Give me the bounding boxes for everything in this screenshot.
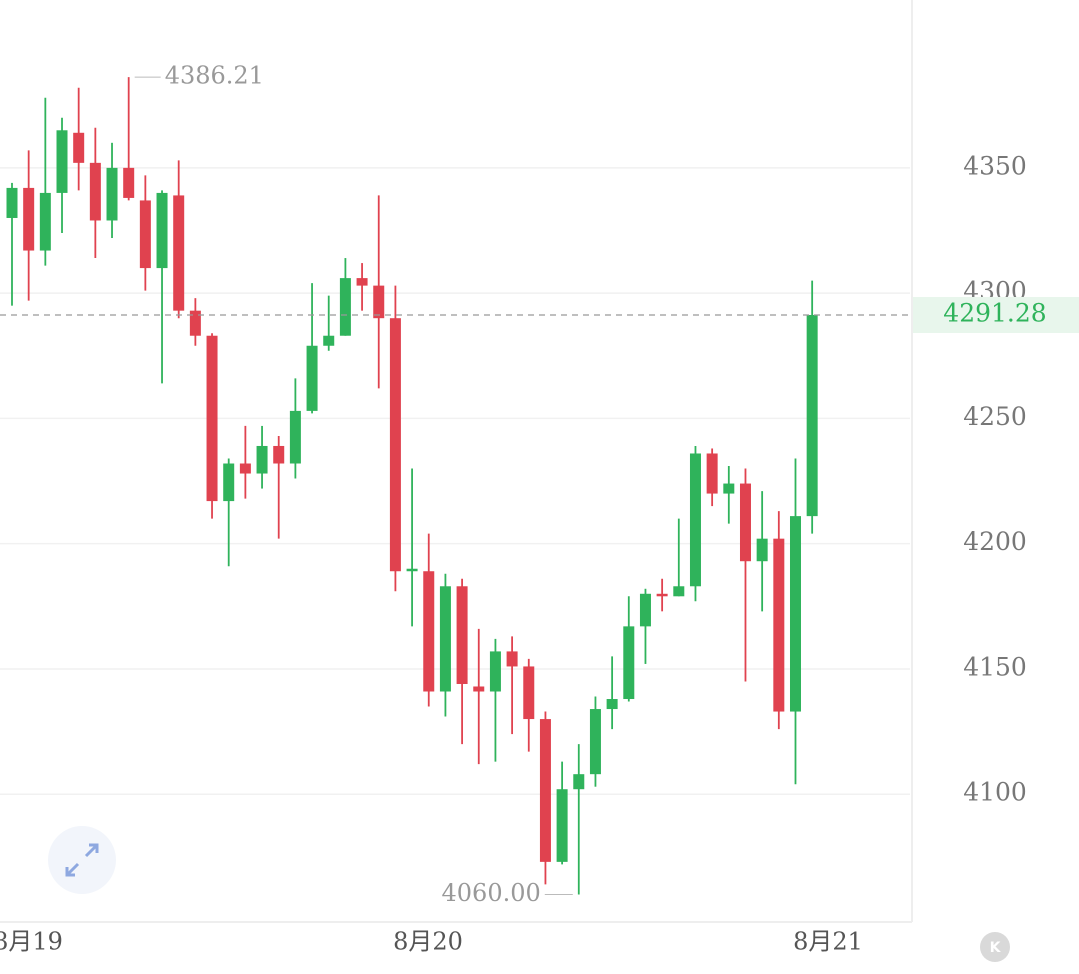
candle-body bbox=[139, 200, 151, 269]
candle-body bbox=[273, 445, 285, 464]
candle-body bbox=[639, 593, 651, 627]
last-price-label: 4291.28 bbox=[943, 298, 1046, 327]
candle-body bbox=[373, 285, 385, 319]
candle-body bbox=[323, 335, 335, 346]
candle-body bbox=[673, 586, 685, 597]
candle-body bbox=[389, 318, 401, 572]
candle-body bbox=[489, 651, 501, 692]
candle-body bbox=[306, 345, 318, 411]
candle-body bbox=[6, 187, 18, 218]
candle-body bbox=[206, 335, 218, 502]
candle-body bbox=[539, 719, 551, 862]
candle-body bbox=[623, 626, 635, 700]
candle-body bbox=[173, 195, 185, 311]
candle-body bbox=[406, 568, 418, 572]
x-label: 8月20 bbox=[393, 928, 463, 956]
candle-body bbox=[289, 410, 301, 464]
candle-body bbox=[739, 483, 751, 562]
candle-body bbox=[156, 192, 168, 269]
candle-body bbox=[239, 463, 251, 474]
y-tick-label: 4350 bbox=[963, 151, 1027, 180]
y-tick-label: 4150 bbox=[963, 652, 1027, 681]
candle-body bbox=[773, 538, 785, 712]
last-price-box bbox=[913, 296, 1079, 333]
candle-body bbox=[706, 453, 718, 494]
candle-body bbox=[573, 774, 585, 790]
candle-body bbox=[439, 586, 451, 692]
candle-body bbox=[339, 278, 351, 336]
candle-body bbox=[606, 699, 618, 710]
k-button-label: K bbox=[990, 940, 1002, 956]
candle-body bbox=[39, 192, 51, 251]
candle-body bbox=[556, 789, 568, 862]
candle-body bbox=[73, 132, 85, 163]
candle-body bbox=[473, 686, 485, 692]
candle-body bbox=[723, 483, 735, 494]
candle-body bbox=[506, 651, 518, 667]
candle-body bbox=[56, 130, 68, 193]
y-tick-label: 4200 bbox=[963, 527, 1027, 556]
candle-body bbox=[223, 463, 235, 502]
x-label: 8月21 bbox=[793, 928, 863, 956]
low-label: 4060.00 bbox=[442, 879, 541, 907]
candle-body bbox=[523, 666, 535, 720]
candle-body bbox=[656, 593, 668, 597]
candle-body bbox=[89, 162, 101, 221]
candle-body bbox=[456, 586, 468, 684]
expand-icon bbox=[65, 843, 99, 877]
candle-body bbox=[789, 516, 801, 712]
candle-body bbox=[806, 314, 818, 517]
y-tick-label: 4100 bbox=[963, 778, 1027, 807]
candle-body bbox=[106, 167, 118, 221]
candle-body bbox=[756, 538, 768, 562]
candle-body bbox=[356, 278, 368, 286]
k-button[interactable] bbox=[980, 932, 1010, 962]
x-label: 8月19 bbox=[0, 928, 63, 956]
candle-body bbox=[423, 571, 435, 692]
candle-body bbox=[123, 167, 135, 198]
candle-body bbox=[189, 310, 201, 336]
y-tick-label: 4250 bbox=[963, 402, 1027, 431]
candle-body bbox=[689, 453, 701, 587]
candle-body bbox=[256, 445, 268, 474]
expand-button[interactable] bbox=[48, 826, 116, 894]
high-label: 4386.21 bbox=[165, 62, 264, 90]
candle-body bbox=[589, 709, 601, 775]
candle-body bbox=[23, 187, 35, 251]
